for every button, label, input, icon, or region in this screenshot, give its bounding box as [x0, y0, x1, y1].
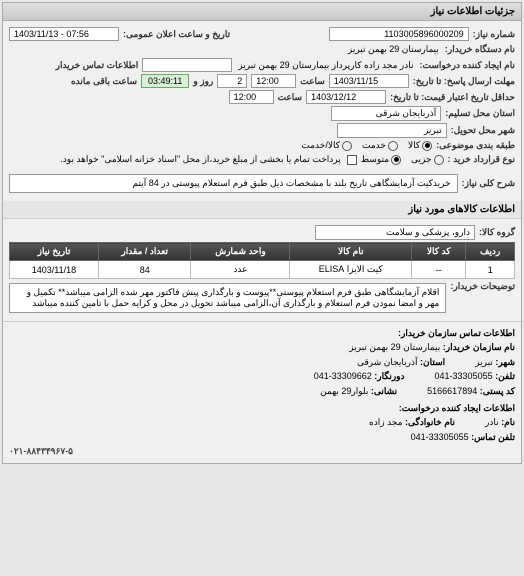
radio-icon	[388, 141, 398, 151]
city-c-value: تبریز	[475, 357, 493, 367]
province-value: آذربایجان شرقی	[331, 106, 441, 121]
remain-days: 2	[217, 74, 247, 88]
phone-value: 041-33305055	[435, 371, 493, 381]
pub-date-label: تاریخ و ساعت اعلان عمومی:	[123, 29, 230, 40]
radio-icon	[422, 141, 432, 151]
cell-row: 1	[466, 261, 515, 279]
remain-suffix: ساعت باقی مانده	[71, 76, 137, 87]
radio-icon	[342, 141, 352, 151]
reply-time-label: ساعت	[300, 76, 325, 87]
rphone-label: تلفن تماس:	[471, 432, 515, 442]
size-small-label: جزیی	[411, 154, 432, 165]
name-value: نادر	[485, 417, 499, 427]
fax-value: 041-33309662	[314, 371, 372, 381]
req-no-label: شماره نیاز:	[473, 29, 515, 40]
cat-label: طبقه بندی موضوعی:	[436, 140, 515, 151]
name-label: نام:	[501, 417, 515, 427]
goods-group-value: دارو، پزشکی و سلامت	[315, 225, 475, 240]
cell-qty: 84	[98, 261, 190, 279]
form-area: شماره نیاز: 1103005896000209 تاریخ و ساع…	[3, 21, 521, 201]
panel-title: جزئیات اطلاعات نیاز	[3, 3, 521, 21]
col-row: ردیف	[466, 243, 515, 261]
col-qty: تعداد / مقدار	[98, 243, 190, 261]
category-radio-group: کالا خدمت کالا/خدمت	[301, 140, 432, 151]
buyer-note-label: توضیحات خریدار:	[450, 281, 515, 292]
general-title-label: شرح کلی نیاز:	[462, 178, 515, 189]
lname-value: مجد زاده	[369, 417, 402, 427]
prov-c-value: آذربایجان شرقی	[357, 357, 418, 367]
remain-time: 03:49:11	[141, 74, 189, 88]
size-med-label: متوسط	[361, 154, 389, 165]
validity-time-label: ساعت	[278, 92, 303, 103]
pub-date-value: 1403/11/13 - 07:56	[9, 27, 119, 41]
post-value: 5166617894	[427, 386, 477, 396]
col-unit: واحد شمارش	[191, 243, 290, 261]
validity-time: 12:00	[229, 90, 274, 104]
addr-value: بلوار29 بهمن	[320, 386, 368, 396]
requester-label: نام ایجاد کننده درخواست:	[420, 60, 515, 71]
table-header-row: ردیف کد کالا نام کالا واحد شمارش تعداد /…	[10, 243, 515, 261]
contact-section: اطلاعات تماس سازمان خریدار:	[398, 328, 515, 338]
buyer-note-value: اقلام آزمایشگاهی طبق فرم استعلام پیوستی*…	[9, 283, 446, 313]
post-label: کد پستی:	[480, 386, 515, 396]
col-name: نام کالا	[290, 243, 412, 261]
validity-label: حداقل تاریخ اعتبار قیمت: تا تاریخ:	[390, 92, 515, 103]
col-date: تاریخ نیاز	[10, 243, 99, 261]
size-note: پرداخت تمام یا بخشی از مبلغ خرید،از محل …	[58, 153, 342, 166]
req-contact-section: اطلاعات ایجاد کننده درخواست:	[399, 403, 515, 413]
province-label: استان محل تسلیم:	[445, 108, 515, 119]
addr-label: نشانی:	[371, 386, 397, 396]
radio-icon	[434, 155, 444, 165]
reply-deadline-date: 1403/11/15	[329, 74, 409, 88]
cat-service-label: خدمت	[362, 140, 386, 151]
buyer-label: نام دستگاه خریدار:	[445, 44, 515, 55]
buyer-value: بیمارستان 29 بهمن تبریز	[346, 43, 441, 56]
goods-section-title: اطلاعات کالاهای مورد نیاز	[3, 201, 521, 219]
org-value: بیمارستان 29 بهمن تبریز	[349, 342, 440, 352]
size-small-radio[interactable]: جزیی	[411, 154, 444, 165]
reply-deadline-time: 12:00	[251, 74, 296, 88]
validity-date: 1403/12/12	[306, 90, 386, 104]
treasury-checkbox[interactable]	[347, 155, 357, 165]
contact-block: اطلاعات تماس سازمان خریدار: نام سازمان خ…	[3, 322, 521, 463]
requester-value: نادر مجد زاده کارپرداز بیمارستان 29 بهمن…	[236, 59, 415, 72]
goods-group-label: گروه کالا:	[479, 227, 515, 238]
details-panel: جزئیات اطلاعات نیاز شماره نیاز: 11030058…	[2, 2, 522, 464]
city-c-label: شهر:	[495, 357, 515, 367]
table-row[interactable]: 1 -- کیت الایزا ELISA عدد 84 1403/11/18	[10, 261, 515, 279]
lname-label: نام خانوادگی:	[405, 417, 455, 427]
phone-label: تلفن:	[495, 371, 515, 381]
org-label: نام سازمان خریدار:	[443, 342, 515, 352]
col-code: کد کالا	[411, 243, 465, 261]
size-med-radio[interactable]: متوسط	[361, 154, 401, 165]
size-radio-group: جزیی متوسط	[361, 154, 444, 165]
size-label: نوع قرارداد خرید :	[448, 154, 515, 165]
cat-both-radio[interactable]: کالا/خدمت	[301, 140, 352, 151]
cell-unit: عدد	[191, 261, 290, 279]
prov-c-label: استان:	[420, 357, 445, 367]
cat-both-label: کالا/خدمت	[301, 140, 340, 151]
cell-date: 1403/11/18	[10, 261, 99, 279]
city-label: شهر محل تحویل:	[451, 125, 515, 136]
cat-goods-radio[interactable]: کالا	[408, 140, 432, 151]
cell-name: کیت الایزا ELISA	[290, 261, 412, 279]
buyer-contact-label: اطلاعات تماس خریدار	[56, 60, 139, 71]
city-value: تبریز	[337, 123, 447, 138]
req-no-value: 1103005896000209	[329, 27, 469, 41]
rphone-value: 041-33305055	[411, 432, 469, 442]
footer-code: ۰۲۱-۸۸۴۳۴۹۶۷-۵	[9, 444, 515, 458]
cat-goods-label: کالا	[408, 140, 420, 151]
cell-code: --	[411, 261, 465, 279]
goods-table: ردیف کد کالا نام کالا واحد شمارش تعداد /…	[9, 242, 515, 279]
buyer-contact-box	[142, 58, 232, 72]
fax-label: دورنگار:	[374, 371, 404, 381]
remain-days-label: روز و	[193, 76, 213, 87]
general-title-value: خریدکیت آزمایشگاهی تاریخ بلند با مشخصات …	[9, 174, 458, 193]
cat-service-radio[interactable]: خدمت	[362, 140, 398, 151]
reply-deadline-label: مهلت ارسال پاسخ: تا تاریخ:	[413, 76, 515, 87]
radio-icon	[391, 155, 401, 165]
